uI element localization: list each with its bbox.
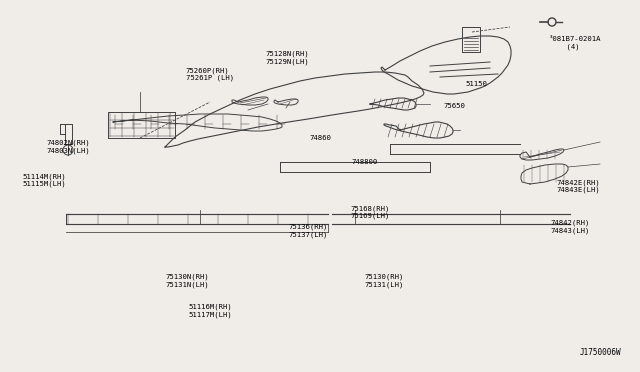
Text: 75169(LH): 75169(LH): [351, 212, 390, 219]
Text: 74842(RH): 74842(RH): [550, 220, 590, 227]
Text: J1750006W: J1750006W: [579, 348, 621, 357]
Text: 75131(LH): 75131(LH): [365, 281, 404, 288]
Text: 51114M(RH): 51114M(RH): [22, 173, 66, 180]
Text: 51115M(LH): 51115M(LH): [22, 181, 66, 187]
Text: 75130(RH): 75130(RH): [365, 274, 404, 280]
Text: ³081B7-0201A
    (4): ³081B7-0201A (4): [549, 36, 602, 49]
Text: 51117M(LH): 51117M(LH): [189, 311, 232, 318]
Text: 74842E(RH): 74842E(RH): [557, 179, 600, 186]
Text: 51116M(RH): 51116M(RH): [189, 304, 232, 310]
Text: 51150: 51150: [466, 81, 488, 87]
Text: 75261P (LH): 75261P (LH): [186, 75, 234, 81]
Text: 74843E(LH): 74843E(LH): [557, 186, 600, 193]
Text: 75130N(RH): 75130N(RH): [165, 274, 209, 280]
Text: 74802N(RH): 74802N(RH): [46, 140, 90, 147]
Text: 75260P(RH): 75260P(RH): [186, 67, 229, 74]
Text: 75128N(RH): 75128N(RH): [266, 51, 309, 57]
Text: 75168(RH): 75168(RH): [351, 205, 390, 212]
Text: 75137(LH): 75137(LH): [288, 231, 328, 238]
Text: 75136(RH): 75136(RH): [288, 224, 328, 230]
Text: 74860: 74860: [309, 135, 331, 141]
Text: 748800: 748800: [351, 159, 378, 165]
Text: 75129N(LH): 75129N(LH): [266, 58, 309, 65]
Text: 74843(LH): 74843(LH): [550, 227, 590, 234]
Text: 75650: 75650: [444, 103, 465, 109]
Text: 75131N(LH): 75131N(LH): [165, 281, 209, 288]
Text: 74803N(LH): 74803N(LH): [46, 147, 90, 154]
